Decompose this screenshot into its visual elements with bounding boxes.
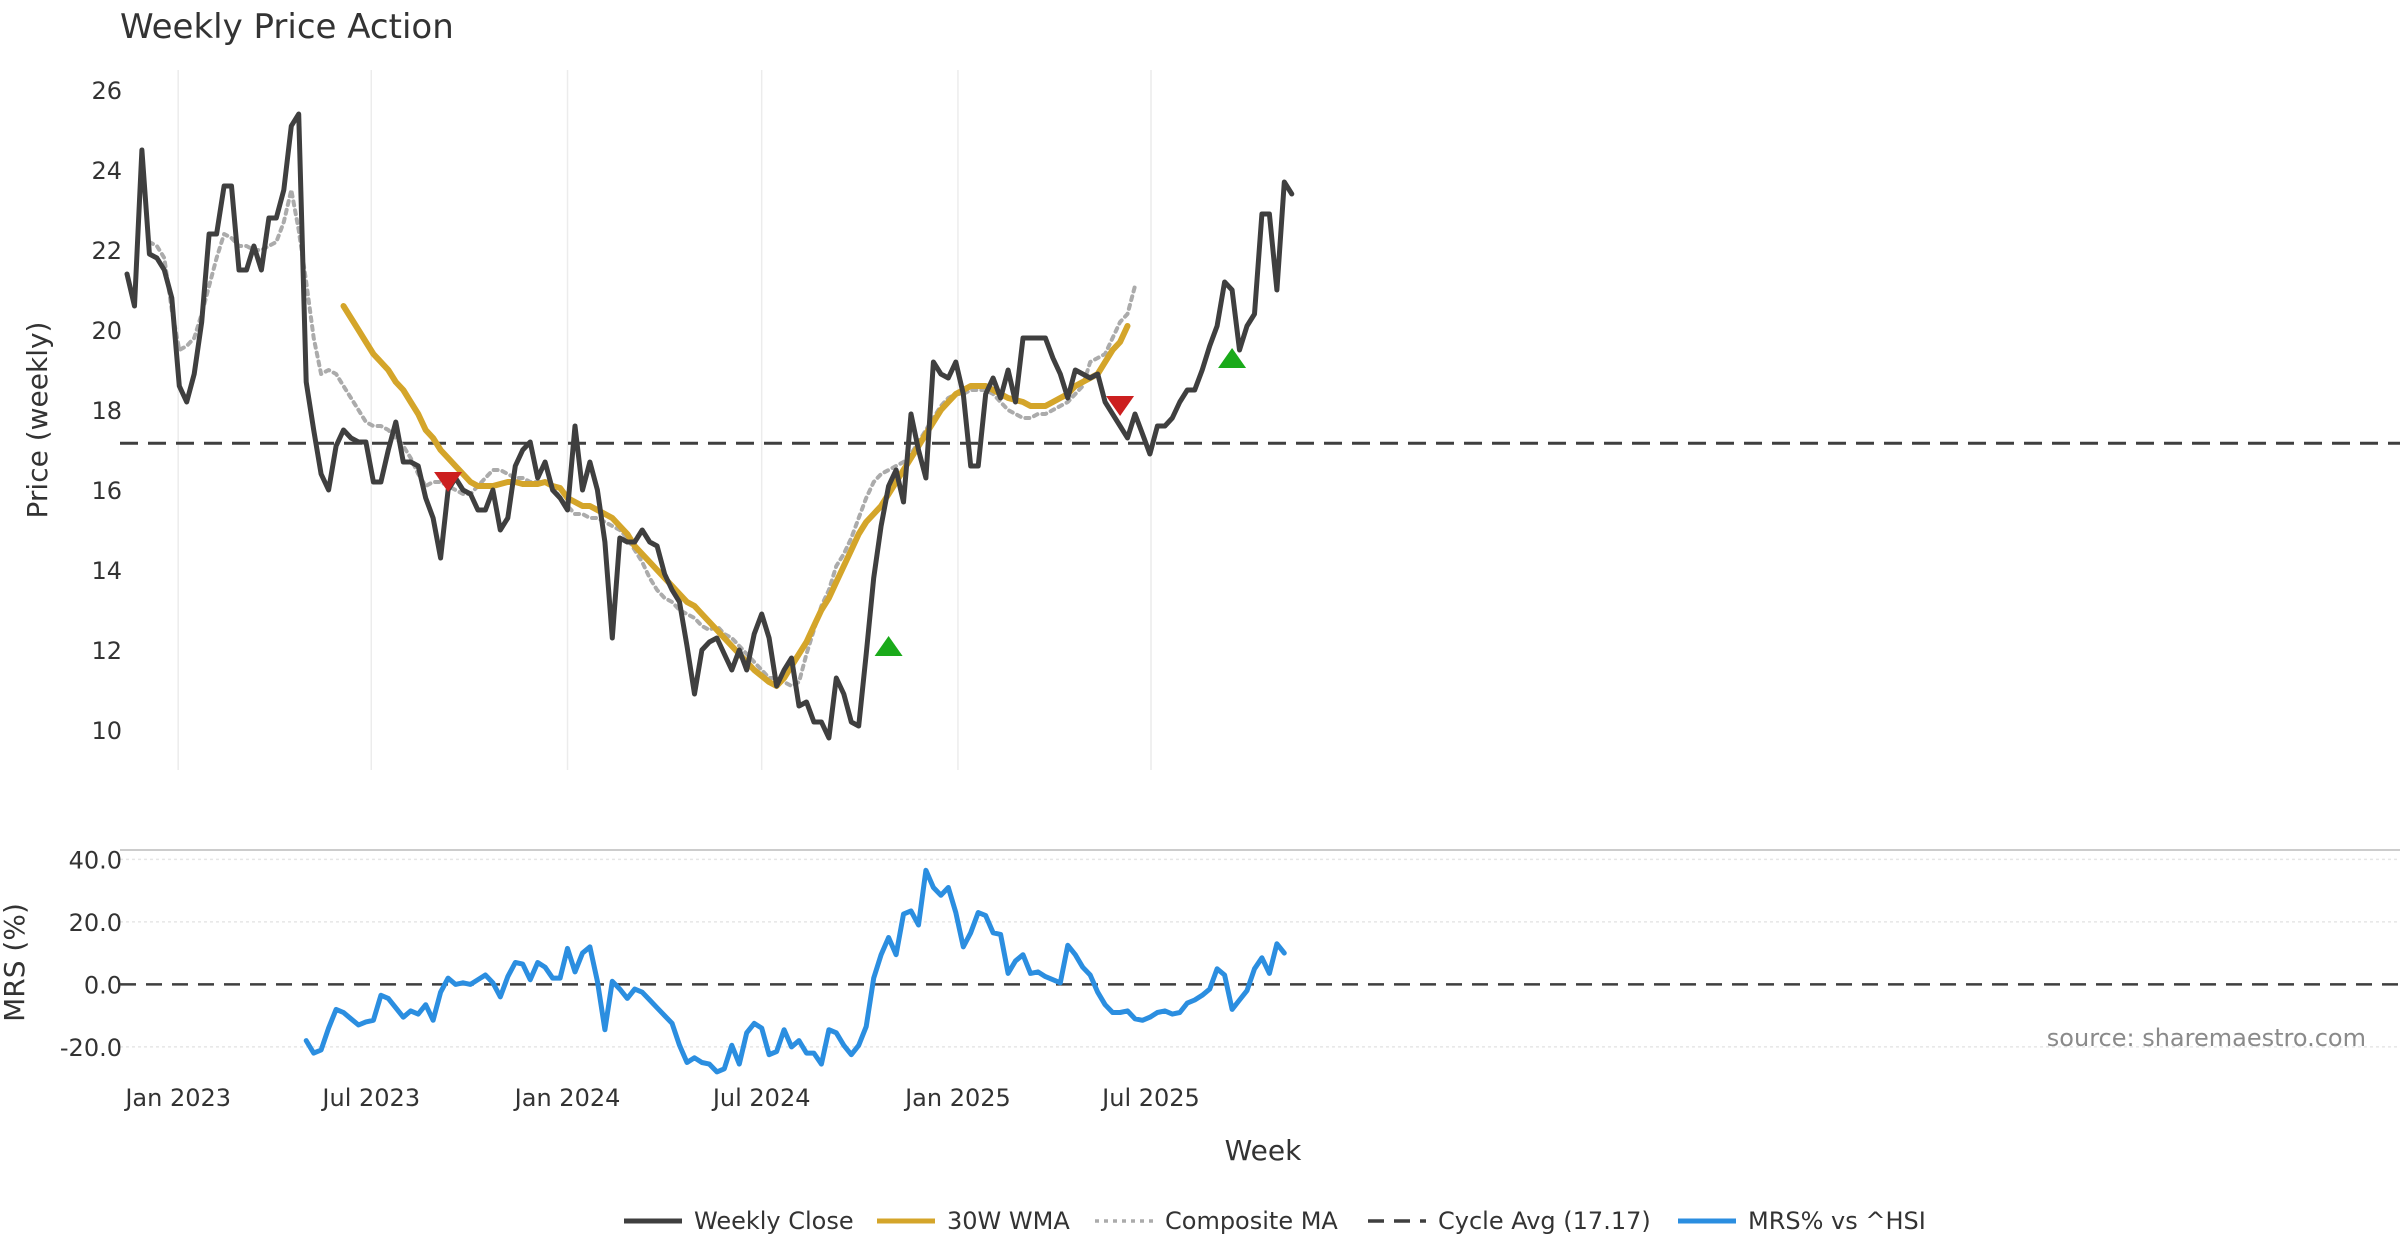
x-tick-label: Jul 2025 [1100,1084,1200,1112]
signal-markers [434,348,1247,656]
legend-item: MRS% vs ^HSI [1678,1207,1926,1235]
series-composite-ma [147,188,1137,688]
x-tick-label: Jan 2024 [513,1084,621,1112]
price-y-tick-label: 12 [91,637,122,665]
x-tick-label: Jul 2024 [711,1084,811,1112]
mrs-y-tick-label: 40.0 [69,846,122,874]
sell-signal-marker [434,472,463,492]
sell-signal-marker [1106,396,1135,416]
price-y-tick-label: 22 [91,237,122,265]
buy-signal-marker [874,636,903,656]
source-label: source: sharemaestro.com [2047,1024,2366,1052]
x-axis-label: Week [1225,1134,1302,1167]
legend-label: Cycle Avg (17.17) [1438,1207,1651,1235]
x-tick-label: Jan 2025 [903,1084,1011,1112]
chart-legend: Weekly Close 30W WMA Composite MA Cycle Avg… [624,1207,1926,1235]
mrs-panel-y-ticks: -20.0 0.0 20.0 40.0 [60,846,122,1062]
legend-item: Weekly Close [624,1207,854,1235]
mrs-panel-series [303,867,1287,1075]
price-panel-y-ticks: 10 12 14 16 18 20 22 24 26 [91,77,122,745]
mrs-y-tick-label: 20.0 [69,909,122,937]
buy-signal-marker [1218,348,1247,368]
series-mrs-vs-hsi [303,867,1287,1075]
x-tick-label: Jan 2023 [123,1084,231,1112]
mrs-y-tick-label: 0.0 [84,971,122,999]
price-panel-gridlines [177,70,1152,770]
mrs-panel-y-axis-label: MRS (%) [0,903,31,1022]
price-y-tick-label: 24 [91,157,122,185]
legend-label: MRS% vs ^HSI [1748,1207,1926,1235]
price-y-tick-label: 16 [91,477,122,505]
legend-item: Cycle Avg (17.17) [1368,1207,1651,1235]
series-weekly-close [124,111,1295,741]
price-y-tick-label: 20 [91,317,122,345]
legend-item: Composite MA [1095,1207,1338,1235]
x-axis-ticks: Jan 2023 Jul 2023 Jan 2024 Jul 2024 Jan 2025… [123,1084,1199,1112]
chart-title: Weekly Price Action [120,7,454,47]
x-tick-label: Jul 2023 [320,1084,420,1112]
mrs-y-tick-label: -20.0 [60,1034,122,1062]
price-y-tick-label: 18 [91,397,122,425]
price-panel-y-axis-label: Price (weekly) [21,322,54,519]
legend-item: 30W WMA [877,1207,1070,1235]
price-y-tick-label: 26 [91,77,122,105]
price-panel-series [124,111,1295,741]
legend-label: Composite MA [1165,1207,1338,1235]
price-y-tick-label: 10 [91,717,122,745]
legend-label: Weekly Close [694,1207,854,1235]
price-y-tick-label: 14 [91,557,122,585]
mrs-panel-gridlines [120,858,2400,1048]
legend-label: 30W WMA [947,1207,1070,1235]
